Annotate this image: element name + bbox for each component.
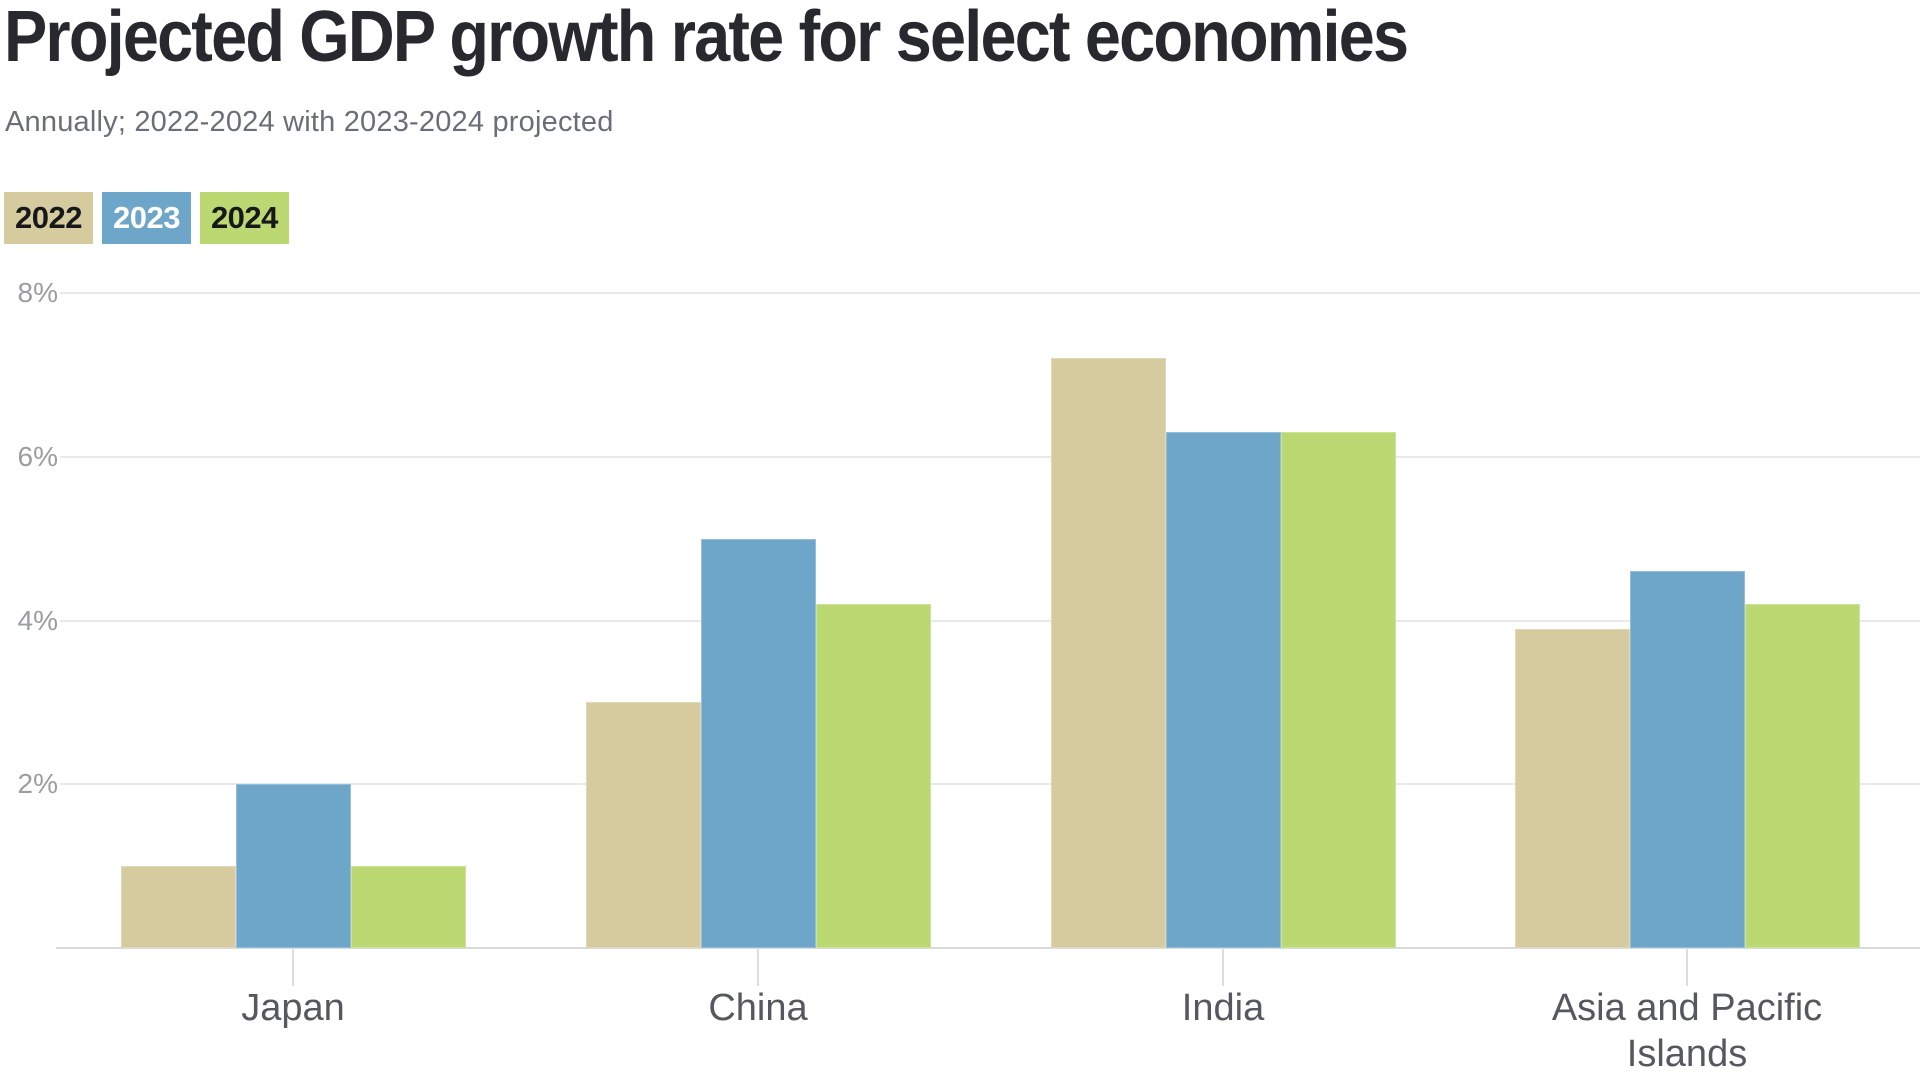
bar-india-2024 [1281, 432, 1396, 948]
chart-title: Projected GDP growth rate for select eco… [4, 0, 1409, 77]
bar-asia-and-pacific-islands-2023 [1630, 571, 1745, 948]
x-tick-china [757, 948, 759, 986]
y-axis-label-6%: 6% [17, 441, 58, 472]
gridline-4% [60, 620, 1920, 622]
gridline-6% [60, 456, 1920, 458]
bar-china-2022 [586, 702, 701, 948]
legend: 2022 2023 2024 [4, 192, 289, 244]
bar-japan-2024 [351, 866, 466, 948]
chart-subtitle: Annually; 2022-2024 with 2023-2024 proje… [5, 106, 614, 138]
category-label-india: India [1181, 987, 1265, 1029]
bar-japan-2023 [236, 784, 351, 948]
bar-asia-and-pacific-islands-2024 [1745, 604, 1860, 948]
bar-china-2023 [701, 539, 816, 948]
bar-japan-2022 [121, 866, 236, 948]
bar-china-2024 [816, 604, 931, 948]
y-axis-label-2%: 2% [17, 768, 58, 799]
category-label-japan: Japan [241, 987, 345, 1029]
bar-india-2023 [1166, 432, 1281, 948]
legend-chip-2024: 2024 [199, 192, 289, 244]
category-label-china: China [708, 987, 808, 1029]
legend-chip-2022: 2022 [4, 192, 93, 244]
y-axis-label-8%: 8% [17, 277, 58, 308]
bar-asia-and-pacific-islands-2022 [1515, 629, 1630, 948]
gridline-8% [60, 292, 1920, 294]
y-axis-label-4%: 4% [17, 605, 58, 636]
bar-india-2022 [1051, 358, 1166, 948]
x-axis-baseline [56, 947, 1920, 949]
gridline-2% [60, 783, 1920, 785]
x-tick-japan [292, 948, 294, 986]
category-label-asia-and-pacific-islands: Asia and Pacific Islands [1551, 987, 1823, 1075]
legend-chip-2023: 2023 [101, 192, 191, 244]
x-tick-asia-and-pacific-islands [1686, 948, 1688, 986]
x-tick-india [1222, 948, 1224, 986]
